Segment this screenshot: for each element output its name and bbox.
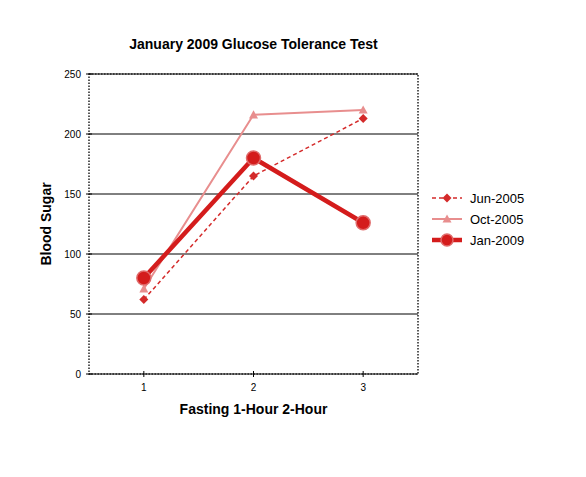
x-tick-label: 2 [251, 382, 257, 393]
series [139, 114, 367, 304]
y-tick [86, 134, 92, 135]
series-line [144, 118, 363, 299]
x-axis-label: Fasting 1-Hour 2-Hour [180, 401, 328, 417]
y-tick-label: 50 [70, 309, 82, 320]
y-tick-label: 0 [75, 369, 81, 380]
data-point [139, 295, 148, 304]
y-tick [86, 254, 92, 255]
x-tick [363, 371, 364, 377]
y-tick-label: 100 [64, 249, 81, 260]
plot-frame [89, 74, 418, 374]
grid-line [89, 254, 418, 255]
data-point [137, 271, 151, 285]
data-point [249, 172, 258, 181]
data-point [356, 216, 370, 230]
data-point [359, 106, 368, 114]
data-point [249, 110, 258, 118]
grid-line [89, 314, 418, 315]
x-tick [143, 371, 144, 377]
plot-area [137, 106, 370, 305]
y-tick [86, 314, 92, 315]
y-tick-label: 200 [64, 129, 81, 140]
legend-label: Oct-2005 [470, 212, 523, 227]
y-tick-label: 250 [64, 69, 81, 80]
grid-line [89, 194, 418, 195]
x-tick [253, 371, 254, 377]
x-tick-label: 3 [360, 382, 366, 393]
series-line [144, 110, 363, 289]
legend-marker [443, 215, 452, 223]
x-tick-label: 1 [141, 382, 147, 393]
legend-marker [443, 194, 452, 203]
legend: Jun-2005 Oct-2005 Jan-2009 [432, 191, 524, 248]
series [137, 151, 370, 285]
y-tick [86, 374, 92, 375]
data-point [359, 114, 368, 123]
series [139, 106, 367, 293]
y-tick [86, 194, 92, 195]
data-point [247, 151, 261, 165]
grid-line [89, 134, 418, 135]
legend-marker [441, 234, 453, 246]
legend-label: Jan-2009 [470, 233, 524, 248]
chart: January 2009 Glucose Tolerance Test 0 50 10… [0, 0, 586, 477]
y-axis-label: Blood Sugar [38, 182, 54, 266]
series-line [144, 158, 363, 278]
y-tick [86, 74, 92, 75]
y-tick-label: 150 [64, 189, 81, 200]
title: January 2009 Glucose Tolerance Test [129, 36, 378, 52]
legend-label: Jun-2005 [470, 191, 524, 206]
